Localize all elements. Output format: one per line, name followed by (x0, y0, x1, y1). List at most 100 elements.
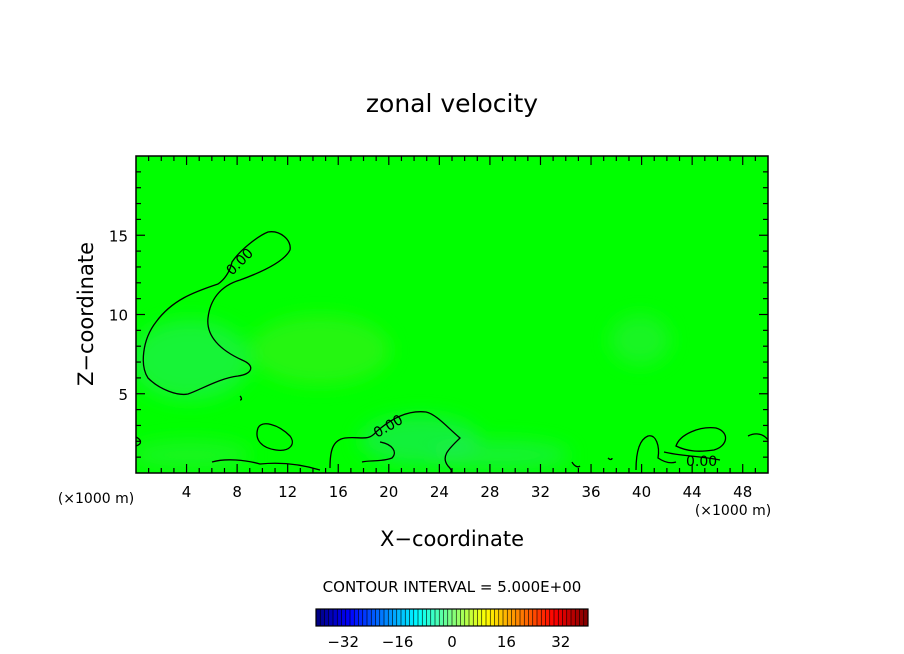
colorbar-swatch (401, 609, 406, 626)
colorbar-swatch (413, 609, 419, 626)
colorbar-swatch (337, 609, 342, 626)
colorbar-swatch (345, 609, 351, 626)
x-tick-label: 24 (430, 483, 449, 501)
colorbar-swatch (532, 609, 538, 626)
contour-line (239, 395, 243, 401)
colorbar-swatch (498, 609, 504, 626)
x-tick-label: 8 (232, 483, 242, 501)
contour-line (571, 461, 581, 468)
x-tick-label: 12 (278, 483, 297, 501)
colorbar-swatch (469, 609, 474, 626)
colorbar-swatch (456, 609, 461, 626)
colorbar-swatch (396, 609, 402, 626)
colorbar-swatch (571, 609, 576, 626)
colorbar-swatch (541, 609, 546, 626)
contour-line (747, 433, 768, 441)
axis-ticks (136, 156, 768, 473)
colorbar-swatch (362, 609, 368, 626)
x-tick-label: 20 (379, 483, 398, 501)
colorbar-swatch (537, 609, 542, 626)
colorbar-swatch (430, 609, 436, 626)
heatmap-field (136, 156, 768, 473)
colorbar-swatch (549, 609, 555, 626)
colorbar-swatch (367, 609, 372, 626)
colorbar-swatch (481, 609, 487, 626)
colorbar-swatch (464, 609, 470, 626)
chart-title: zonal velocity (366, 89, 538, 118)
colorbar-swatch (583, 609, 589, 626)
colorbar-swatch (333, 609, 338, 626)
colorbar-tick-label: 0 (447, 633, 457, 651)
colorbar-swatch (545, 609, 551, 626)
colorbar-swatch (486, 609, 491, 626)
colorbar-swatch (324, 609, 330, 626)
colorbar-swatch (435, 609, 440, 626)
colorbar-swatch (452, 609, 457, 626)
colorbar-swatch (379, 609, 385, 626)
colorbar-swatch (507, 609, 512, 626)
colorbar (315, 608, 589, 627)
contour-line (607, 457, 613, 461)
x-tick-label: 40 (632, 483, 651, 501)
shade-region (136, 440, 250, 470)
colorbar-swatch (388, 609, 393, 626)
colorbar-swatch (341, 609, 347, 626)
x-tick-label: 32 (531, 483, 550, 501)
contour-lines (136, 231, 768, 473)
y-tick-label: 10 (109, 307, 128, 325)
colorbar-swatch (384, 609, 389, 626)
colorbar-swatch (494, 609, 500, 626)
colorbar-tick-label: −16 (382, 633, 414, 651)
colorbar-swatch (422, 609, 427, 626)
colorbar-swatch (418, 609, 423, 626)
colorbar-swatch (375, 609, 381, 626)
x-unit-label-right: (×1000 m) (695, 503, 771, 519)
x-tick-label: 36 (581, 483, 600, 501)
x-tick-label: 28 (480, 483, 499, 501)
shade-region (250, 315, 390, 385)
shade-region (136, 320, 250, 400)
colorbar-swatch (447, 609, 453, 626)
colorbar-swatch (392, 609, 398, 626)
contour-value-label: 0.00 (686, 454, 717, 470)
colorbar-tick-label: 32 (551, 633, 570, 651)
colorbar-swatch (460, 609, 466, 626)
x-tick-label: 48 (733, 483, 752, 501)
x-tick-label: 4 (182, 483, 192, 501)
colorbar-swatch (575, 609, 580, 626)
colorbar-swatch (503, 609, 508, 626)
colorbar-swatch (520, 609, 525, 626)
colorbar-frame (315, 608, 589, 627)
x-unit-label-left: (×1000 m) (58, 491, 134, 507)
contour-line (635, 435, 677, 471)
colorbar-swatch (477, 609, 483, 626)
colorbar-tick-labels: −32 −16 0 16 32 (327, 633, 570, 651)
colorbar-swatch (405, 609, 410, 626)
contour-line (663, 451, 721, 461)
contour-line (142, 231, 291, 396)
colorbar-swatch (320, 609, 325, 626)
colorbar-swatch (371, 609, 376, 626)
shade-region (610, 315, 670, 365)
colorbar-swatch (558, 609, 563, 626)
x-axis-label: X−coordinate (380, 527, 524, 551)
contour-line (361, 441, 395, 463)
colorbar-swatch (358, 609, 364, 626)
contour-line (329, 411, 461, 473)
colorbar-swatch (515, 609, 521, 626)
y-tick-label: 15 (109, 227, 128, 245)
colorbar-swatch (350, 609, 355, 626)
colorbar-swatch (473, 609, 478, 626)
contour-line (675, 427, 727, 452)
colorbar-swatch (354, 609, 359, 626)
colorbar-swatch (579, 609, 585, 626)
colorbar-swatch (426, 609, 432, 626)
colorbar-swatch (511, 609, 517, 626)
shade-region (430, 440, 570, 470)
x-tick-label: 44 (683, 483, 702, 501)
colorbar-swatch (562, 609, 568, 626)
colorbar-swatch (528, 609, 534, 626)
contour-interval-text: CONTOUR INTERVAL = 5.000E+00 (323, 578, 582, 596)
